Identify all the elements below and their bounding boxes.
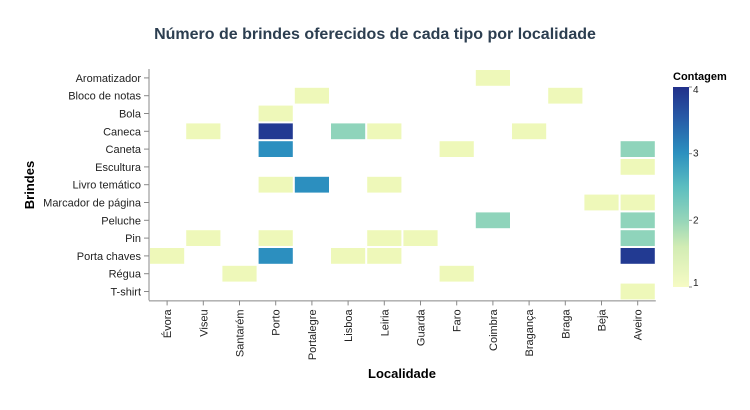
y-tick-label: Aromatizador (76, 73, 142, 85)
heatmap-cell (222, 265, 257, 282)
heatmap-cell (367, 230, 402, 246)
heatmap-cell (620, 212, 655, 229)
heatmap-cell (186, 230, 221, 246)
heatmap-cell (150, 248, 185, 264)
heatmap-cell (258, 105, 293, 122)
heatmap-cell (258, 230, 293, 246)
heatmap-cell (294, 87, 329, 104)
heatmap-cell (258, 176, 293, 193)
heatmap-cell (331, 248, 366, 264)
x-tick-label: Bragança (524, 309, 536, 357)
heatmap-cell (548, 87, 583, 104)
y-tick-label: Porta chaves (77, 251, 142, 263)
heatmap-cell (512, 123, 547, 140)
y-tick-label: Pin (125, 233, 141, 245)
x-tick-label: Porto (271, 309, 283, 335)
heatmap-cell (620, 283, 655, 300)
x-tick-label: Santarém (235, 309, 247, 357)
heatmap-cell (403, 230, 438, 246)
heatmap-cell (620, 230, 655, 246)
legend-ticks: 1 2 3 4 (689, 85, 699, 289)
color-legend: Contagem 1 2 3 4 (673, 71, 727, 289)
heatmap-cell (620, 141, 655, 157)
x-tick-label: Lisboa (343, 309, 355, 342)
x-tick-label: Coimbra (488, 309, 500, 351)
x-tick-label: Beja (597, 309, 609, 332)
legend-tick-label: 3 (693, 149, 699, 160)
heatmap-cell (439, 265, 474, 282)
legend-tick-label: 2 (693, 215, 699, 226)
heatmap-cell (186, 123, 221, 140)
x-tick-label: Évora (161, 309, 174, 339)
heatmap-cell (367, 176, 402, 193)
y-axis-title: Brindes (22, 161, 37, 209)
chart-title: Número de brindes oferecidos de cada tip… (154, 26, 596, 43)
heatmap-cell (620, 159, 655, 175)
x-tick-label: Viseu (198, 309, 210, 336)
x-tick-label: Faro (452, 309, 464, 332)
y-tick-label: Peluche (101, 215, 141, 227)
heatmap-cell (439, 141, 474, 157)
legend-title: Contagem (673, 71, 727, 83)
x-axis: Évora Viseu Santarém Porto Portalegre Lisboa L… (149, 300, 656, 360)
x-tick-label: Braga (560, 309, 572, 339)
heatmap-cells (150, 70, 655, 300)
y-tick-label: Caneca (103, 126, 142, 138)
x-tick-label: Guarda (416, 309, 428, 347)
y-tick-label: T-shirt (110, 287, 141, 299)
heatmap-cell (620, 248, 655, 264)
y-tick-label: Escultura (95, 162, 142, 174)
heatmap-cell (294, 176, 329, 193)
legend-color-bar (673, 87, 689, 287)
legend-tick-label: 1 (693, 278, 699, 289)
y-tick-label: Régua (109, 269, 142, 281)
legend-tick-label: 4 (693, 85, 699, 96)
heatmap-cell (258, 248, 293, 264)
heatmap-cell (584, 194, 619, 211)
x-axis-title: Localidade (368, 366, 436, 381)
x-tick-label: Portalegre (307, 309, 319, 360)
x-tick-label: Aveiro (633, 309, 645, 340)
x-tick-label: Leiria (379, 309, 391, 337)
y-tick-label: Bloco de notas (68, 91, 141, 103)
heatmap-cell (258, 123, 293, 140)
heatmap-cell (475, 212, 510, 229)
heatmap-cell (367, 123, 402, 140)
heatmap-cell (367, 248, 402, 264)
y-tick-label: Livro temático (73, 180, 141, 192)
heatmap-cell (331, 123, 366, 140)
y-axis: Aromatizador Bloco de notas Bola Caneca Cane… (43, 69, 150, 301)
heatmap-cell (258, 141, 293, 157)
heatmap-cell (475, 70, 510, 86)
y-tick-label: Marcador de página (43, 198, 142, 210)
y-tick-label: Caneta (106, 144, 142, 156)
y-tick-label: Bola (119, 109, 142, 121)
heatmap-cell (620, 194, 655, 211)
